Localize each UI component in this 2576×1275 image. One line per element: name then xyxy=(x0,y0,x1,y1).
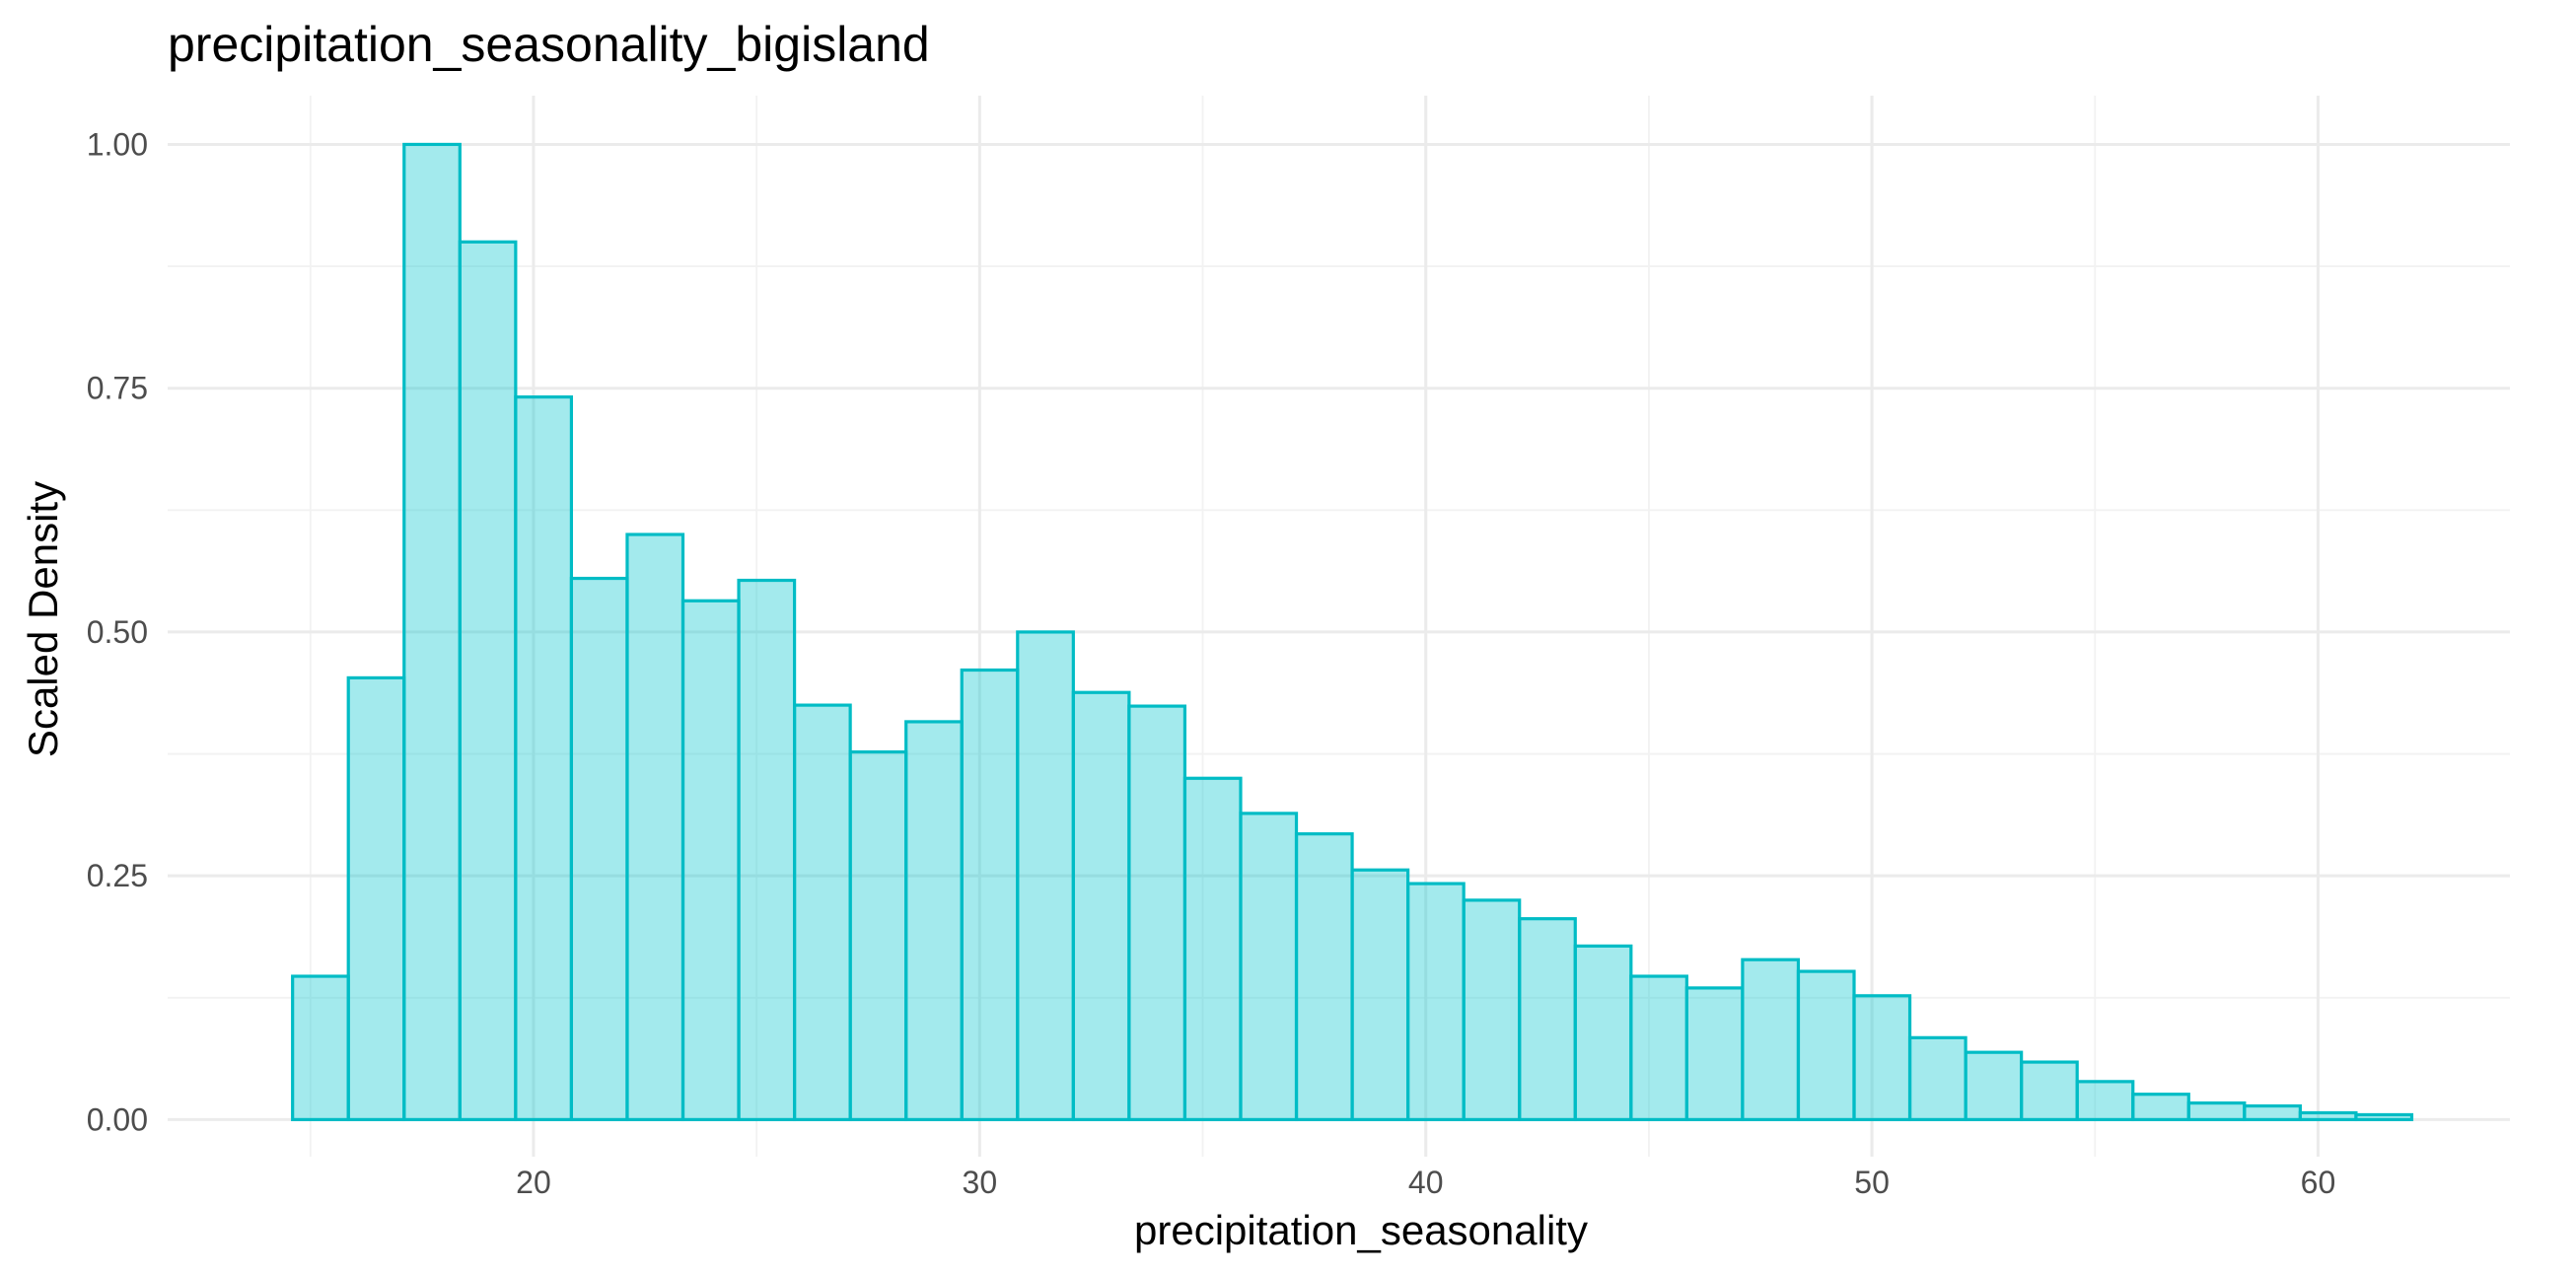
x-tick-label: 60 xyxy=(2301,1165,2336,1200)
histogram-bar xyxy=(904,720,964,1122)
histogram-bar xyxy=(2131,1093,2190,1122)
y-axis-title: Scaled Density xyxy=(20,481,66,757)
histogram-bar xyxy=(2243,1103,2302,1122)
x-tick-label: 30 xyxy=(963,1165,998,1200)
x-tick-label: 50 xyxy=(1854,1165,1890,1200)
histogram-bar xyxy=(2075,1080,2135,1122)
histogram-bar xyxy=(1684,986,1745,1122)
histogram-bar xyxy=(1518,917,1577,1122)
histogram-bar xyxy=(1907,1035,1968,1122)
histogram-bar xyxy=(792,703,852,1122)
histogram-bar xyxy=(2020,1060,2079,1122)
histogram-bar xyxy=(1462,898,1522,1122)
histogram-bar xyxy=(1127,704,1187,1122)
histogram-bar xyxy=(514,394,574,1122)
y-tick-label: 0.00 xyxy=(87,1101,148,1137)
histogram-bar xyxy=(1016,630,1075,1122)
y-tick-label: 0.25 xyxy=(87,858,148,893)
histogram-bar xyxy=(1239,812,1299,1122)
histogram-bar xyxy=(1350,868,1410,1122)
histogram-bar xyxy=(680,599,741,1122)
histogram-bar xyxy=(1406,882,1466,1122)
y-axis-tick-labels: 0.00 0.25 0.50 0.75 1.00 xyxy=(87,126,148,1137)
y-tick-label: 0.75 xyxy=(87,371,148,406)
histogram-bar xyxy=(458,240,518,1122)
x-axis-title: precipitation_seasonality xyxy=(1134,1207,1588,1253)
histogram-bar xyxy=(737,578,797,1122)
x-tick-label: 40 xyxy=(1408,1165,1444,1200)
histogram-bar xyxy=(291,974,350,1122)
histogram-bar xyxy=(1071,690,1131,1122)
histogram-bar xyxy=(1852,994,1912,1122)
histogram-bar xyxy=(1629,974,1688,1122)
y-tick-label: 1.00 xyxy=(87,126,148,162)
histogram-bar xyxy=(1741,957,1801,1122)
y-tick-label: 0.50 xyxy=(87,614,148,650)
histogram-bar xyxy=(2186,1101,2247,1122)
minor-gridlines xyxy=(168,96,2510,1157)
x-axis-tick-labels: 20 30 40 50 60 xyxy=(516,1165,2335,1200)
major-gridlines xyxy=(168,96,2510,1157)
histogram-bar xyxy=(2354,1112,2414,1122)
histogram-bar xyxy=(960,668,1020,1122)
histogram-bar xyxy=(569,576,629,1122)
histogram-bar xyxy=(625,532,685,1122)
histogram-bar xyxy=(1796,969,1856,1122)
x-tick-label: 20 xyxy=(516,1165,551,1200)
histogram-bar xyxy=(1573,944,1633,1122)
chart-title: precipitation_seasonality_bigisland xyxy=(168,17,930,72)
histogram-bar xyxy=(848,749,908,1122)
histogram-bars xyxy=(291,142,2414,1122)
histogram-bar xyxy=(402,142,462,1122)
histogram-bar xyxy=(1182,776,1243,1122)
histogram-bar xyxy=(1294,832,1354,1122)
histogram-bar xyxy=(346,675,406,1122)
histogram-bar xyxy=(1964,1050,2024,1122)
histogram-bar xyxy=(2298,1110,2358,1122)
